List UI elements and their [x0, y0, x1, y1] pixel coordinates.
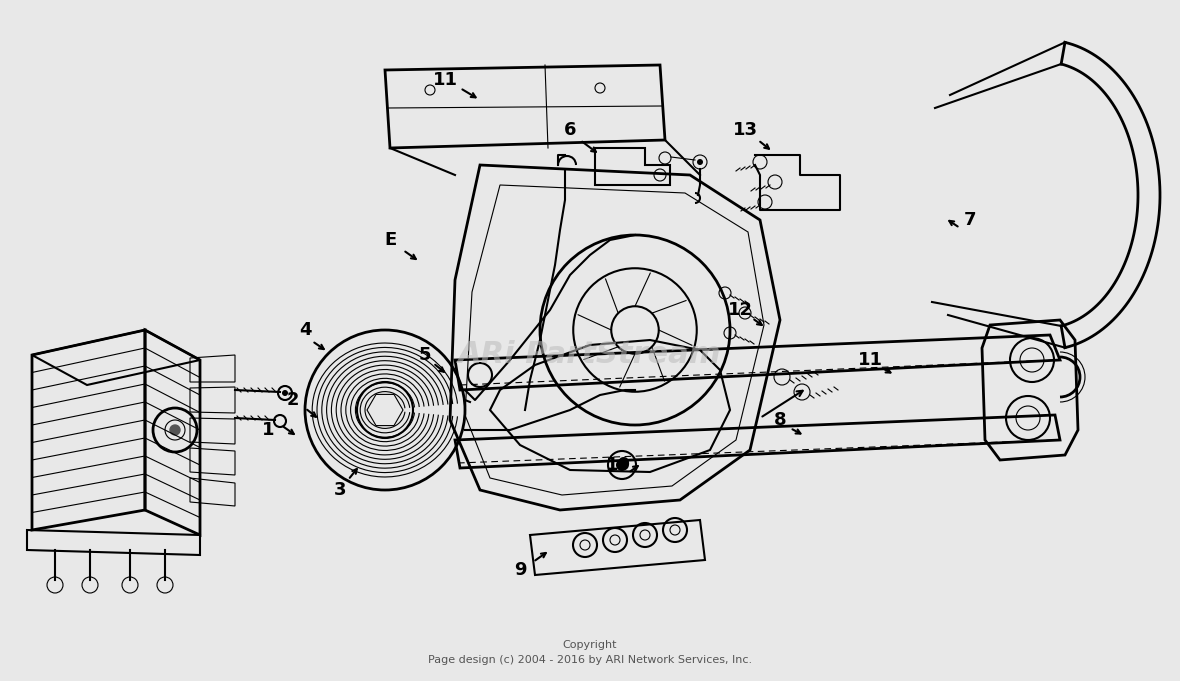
Circle shape — [170, 425, 181, 435]
Circle shape — [616, 459, 628, 471]
Text: Page design (c) 2004 - 2016 by ARI Network Services, Inc.: Page design (c) 2004 - 2016 by ARI Netwo… — [428, 655, 752, 665]
Text: 6: 6 — [564, 121, 576, 139]
Text: 5: 5 — [419, 346, 431, 364]
Text: 8: 8 — [774, 411, 786, 429]
Text: 10: 10 — [605, 456, 630, 474]
Text: 11: 11 — [858, 351, 883, 369]
Circle shape — [282, 390, 288, 396]
Text: 9: 9 — [513, 561, 526, 579]
Text: 11: 11 — [433, 71, 458, 89]
Text: 12: 12 — [728, 301, 753, 319]
Text: 7: 7 — [964, 211, 976, 229]
Text: 1: 1 — [262, 421, 274, 439]
Circle shape — [697, 159, 703, 165]
Text: 4: 4 — [299, 321, 312, 339]
Text: 2: 2 — [287, 391, 300, 409]
Text: ARi PartStream: ARi PartStream — [458, 340, 722, 368]
Text: 3: 3 — [334, 481, 346, 499]
Text: Copyright: Copyright — [563, 640, 617, 650]
Text: 13: 13 — [733, 121, 758, 139]
Text: E: E — [384, 231, 396, 249]
